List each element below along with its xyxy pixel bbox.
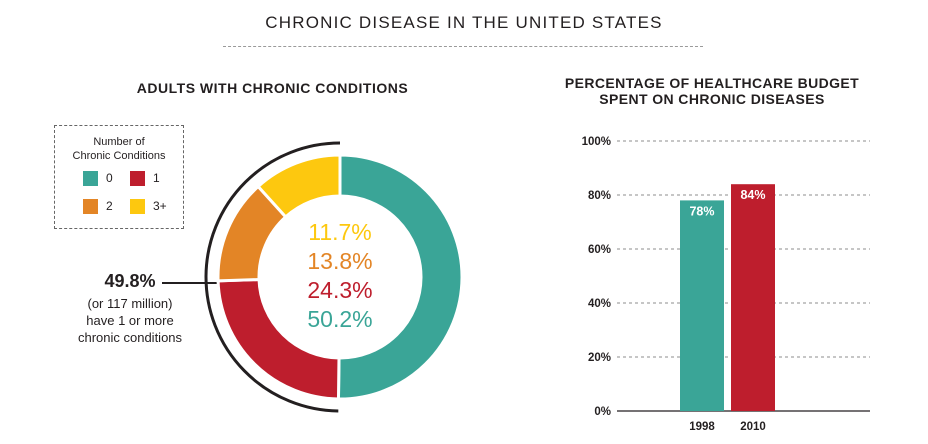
legend-title: Number of Chronic Conditions (55, 135, 183, 163)
legend-swatch (83, 199, 98, 214)
donut-data-label: 24.3% (307, 277, 372, 303)
legend-swatch (130, 199, 145, 214)
bar-chart-title-line1: PERCENTAGE OF HEALTHCARE BUDGET (564, 75, 860, 91)
donut-data-label: 50.2% (307, 306, 372, 332)
legend-title-line1: Number of (93, 136, 145, 148)
bar (680, 200, 724, 411)
y-tick-label: 0% (594, 406, 611, 418)
callout-line3: chronic conditions (77, 330, 183, 345)
bar (731, 184, 775, 411)
legend-title-line2: Chronic Conditions (72, 150, 166, 162)
bar-chart-title: PERCENTAGE OF HEALTHCARE BUDGET SPENT ON… (548, 75, 876, 107)
bar-chart-title-line2: SPENT ON CHRONIC DISEASES (599, 91, 825, 107)
callout-line2: have 1 or more (86, 313, 174, 328)
legend-swatch (130, 171, 145, 186)
page-title: CHRONIC DISEASE IN THE UNITED STATES (265, 13, 663, 32)
donut-slice (256, 153, 342, 220)
donut-slice (336, 153, 464, 401)
legend-label: 0 (106, 171, 113, 185)
x-tick-label: 2010 (740, 421, 766, 433)
y-tick-label: 100% (582, 136, 611, 148)
bar-data-label: 78% (689, 204, 714, 218)
y-tick-label: 80% (588, 190, 611, 202)
donut-data-label: 11.7% (308, 219, 372, 245)
y-tick-label: 60% (588, 244, 611, 256)
callout-text: (or 117 million) have 1 or more chronic … (60, 295, 200, 346)
legend-label: 3+ (153, 199, 167, 213)
legend-swatch (83, 171, 98, 186)
legend-label: 1 (153, 171, 160, 185)
y-tick-label: 20% (588, 352, 611, 364)
callout-line1: (or 117 million) (87, 296, 173, 311)
x-tick-label: 1998 (689, 421, 715, 433)
y-tick-label: 40% (588, 298, 611, 310)
donut-outer-arc (204, 141, 341, 413)
donut-legend: Number of Chronic Conditions 0 1 2 3+ (54, 125, 184, 229)
title-divider (223, 46, 703, 47)
legend-label: 2 (106, 199, 113, 213)
callout-line (162, 282, 217, 284)
donut-data-label: 13.8% (307, 248, 372, 274)
bar-data-label: 84% (740, 188, 765, 202)
donut-chart-title: ADULTS WITH CHRONIC CONDITIONS (136, 80, 409, 96)
callout-value: 49.8% (104, 271, 156, 291)
